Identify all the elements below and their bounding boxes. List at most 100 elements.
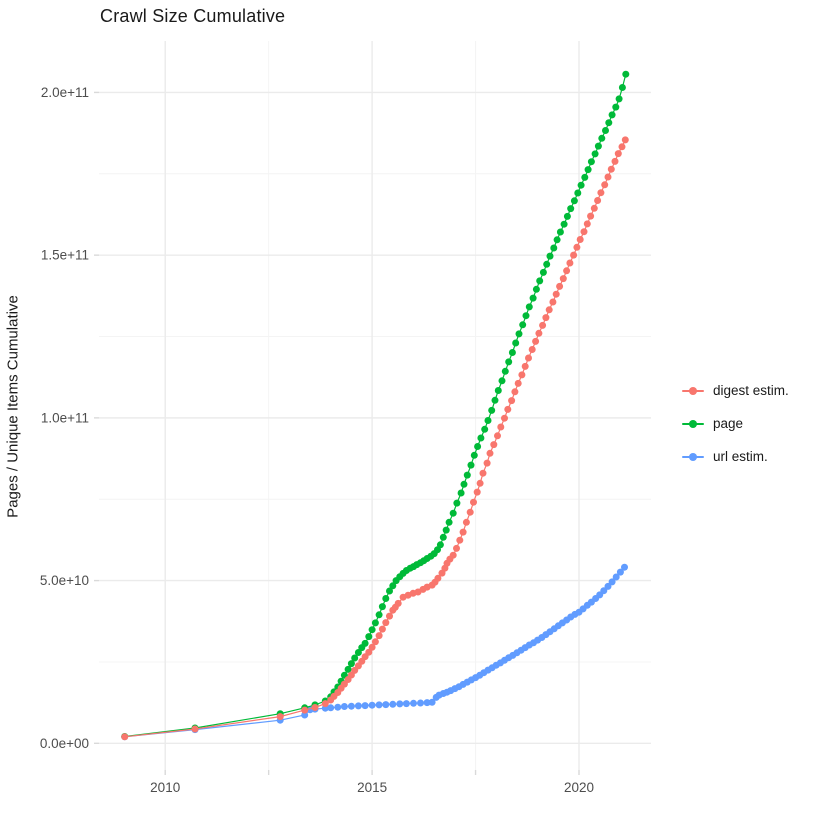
x-tick-label: 2020 bbox=[564, 780, 594, 795]
data-point bbox=[470, 498, 477, 506]
data-point bbox=[514, 379, 522, 387]
data-point bbox=[615, 95, 623, 103]
data-point bbox=[382, 701, 390, 709]
data-point bbox=[549, 298, 557, 306]
data-point bbox=[577, 181, 585, 189]
data-point bbox=[491, 396, 499, 404]
data-point bbox=[505, 358, 513, 366]
data-point bbox=[445, 518, 453, 526]
data-point bbox=[498, 377, 506, 385]
data-point bbox=[417, 699, 424, 707]
data-point bbox=[488, 406, 496, 414]
data-point bbox=[532, 285, 540, 293]
data-point bbox=[460, 480, 468, 488]
data-point bbox=[560, 220, 568, 228]
data-point bbox=[375, 632, 383, 640]
data-point bbox=[371, 638, 379, 646]
data-point bbox=[608, 111, 616, 119]
data-point bbox=[539, 321, 547, 329]
data-point bbox=[587, 212, 595, 220]
data-point bbox=[573, 243, 581, 251]
data-point bbox=[474, 443, 482, 450]
data-point bbox=[497, 423, 505, 431]
data-point bbox=[434, 574, 442, 582]
data-point bbox=[521, 362, 529, 370]
data-point bbox=[553, 236, 561, 244]
data-point bbox=[594, 197, 602, 204]
chart-title: Crawl Size Cumulative bbox=[100, 6, 286, 26]
data-point bbox=[378, 603, 386, 611]
data-point bbox=[368, 643, 376, 651]
data-point bbox=[528, 346, 536, 353]
data-point bbox=[389, 700, 397, 708]
data-point bbox=[389, 582, 397, 590]
data-point bbox=[428, 698, 436, 706]
data-point bbox=[501, 367, 509, 375]
data-point bbox=[587, 158, 595, 166]
data-point bbox=[543, 260, 551, 268]
data-point bbox=[550, 244, 558, 252]
data-point bbox=[453, 544, 460, 552]
data-point bbox=[327, 704, 335, 712]
data-point bbox=[529, 294, 537, 302]
data-point bbox=[453, 499, 461, 507]
series-line-urlestim bbox=[124, 566, 625, 738]
data-point bbox=[501, 414, 508, 422]
data-point bbox=[618, 84, 626, 91]
data-point bbox=[546, 252, 554, 260]
data-point bbox=[396, 700, 404, 708]
x-tick-label: 2010 bbox=[150, 780, 180, 795]
data-point bbox=[542, 314, 550, 322]
data-point bbox=[347, 702, 355, 710]
data-point bbox=[563, 212, 571, 220]
data-point bbox=[583, 220, 591, 228]
data-point bbox=[473, 488, 481, 496]
data-point bbox=[301, 711, 309, 719]
data-point bbox=[518, 371, 526, 379]
data-point bbox=[532, 337, 540, 345]
x-tick-label: 2015 bbox=[357, 780, 387, 795]
data-point bbox=[612, 103, 620, 111]
data-point bbox=[371, 619, 379, 627]
data-point bbox=[476, 479, 484, 487]
y-tick-label: 1.0e+11 bbox=[41, 410, 89, 425]
data-point bbox=[467, 461, 475, 469]
data-point bbox=[368, 626, 376, 634]
data-point bbox=[622, 70, 630, 78]
y-tick-label: 2.0e+11 bbox=[41, 85, 89, 100]
data-point bbox=[515, 330, 523, 338]
data-point bbox=[410, 699, 417, 707]
data-point bbox=[536, 277, 544, 285]
data-point bbox=[525, 354, 532, 362]
data-point bbox=[567, 205, 575, 213]
data-point bbox=[378, 625, 386, 633]
data-point bbox=[494, 432, 501, 440]
data-point bbox=[479, 469, 487, 477]
data-point bbox=[477, 434, 485, 442]
data-point bbox=[449, 509, 457, 517]
data-point bbox=[612, 573, 620, 581]
data-point bbox=[584, 166, 592, 174]
data-point bbox=[494, 387, 502, 394]
data-point bbox=[511, 388, 519, 396]
data-point bbox=[600, 587, 608, 595]
data-point bbox=[382, 619, 390, 627]
data-point bbox=[375, 611, 383, 619]
data-point bbox=[483, 459, 491, 467]
data-point bbox=[439, 533, 447, 541]
data-point bbox=[566, 259, 574, 267]
data-point bbox=[576, 236, 584, 243]
legend-label-page: page bbox=[713, 416, 744, 431]
data-point bbox=[347, 660, 355, 668]
data-point bbox=[508, 397, 516, 405]
legend-key-page-icon bbox=[682, 417, 704, 431]
legend-item-digest: digest estim. bbox=[682, 380, 789, 401]
data-point bbox=[490, 441, 498, 449]
data-point bbox=[581, 173, 589, 181]
data-point bbox=[552, 290, 560, 298]
data-point bbox=[368, 701, 376, 709]
data-point bbox=[449, 551, 457, 559]
data-point bbox=[375, 701, 383, 709]
data-point bbox=[621, 136, 629, 144]
